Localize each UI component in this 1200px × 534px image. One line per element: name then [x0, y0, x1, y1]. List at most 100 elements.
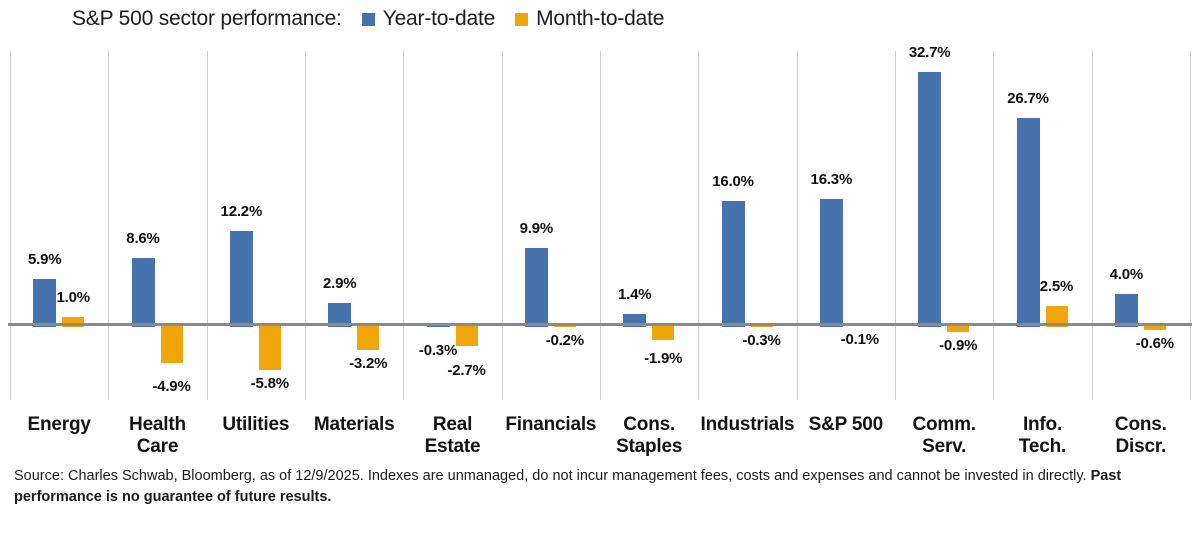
gridline — [108, 51, 110, 400]
category-label-line: Energy — [27, 414, 91, 435]
category-label-line: Staples — [616, 436, 683, 457]
ytd-value-utilities: 12.2% — [220, 202, 263, 220]
ytd-bar-info-tech — [1016, 118, 1040, 327]
mtd-bar-cons-staples — [652, 324, 675, 340]
category-label-line: Discr. — [1115, 436, 1167, 457]
legend-label-year-to-date: Year-to-date — [382, 7, 496, 30]
mtd-value-industrials: -0.3% — [742, 332, 781, 350]
ytd-bar-energy — [33, 279, 57, 327]
category-label-sp-500: S&P 500 — [797, 414, 895, 436]
category-label-line: S&P 500 — [808, 414, 884, 435]
mtd-value-info-tech: 2.5% — [1039, 277, 1074, 295]
category-label-line: Info. — [1022, 414, 1063, 435]
legend-item-year-to-date: Year-to-date — [361, 7, 496, 31]
ytd-value-materials: 2.9% — [322, 274, 357, 292]
category-label-line: Real — [432, 414, 473, 435]
chart-title: S&P 500 sector performance: — [72, 7, 342, 30]
mtd-value-health-care: -4.9% — [152, 377, 191, 395]
category-label-line: Industrials — [700, 414, 795, 435]
category-label-line: Financials — [505, 414, 597, 435]
gridline — [305, 51, 306, 400]
ytd-bar-financials — [524, 248, 548, 327]
ytd-value-comm-serv: 32.7% — [908, 43, 951, 61]
category-label-materials: Materials — [305, 414, 403, 436]
gridline — [501, 51, 503, 400]
legend-item-month-to-date: Month-to-date — [515, 7, 664, 31]
mtd-bar-comm-serv — [947, 324, 970, 332]
mtd-value-financials: -0.2% — [545, 331, 584, 349]
category-label-industrials: Industrials — [698, 414, 796, 436]
category-label-line: Utilities — [222, 414, 290, 435]
mtd-value-comm-serv: -0.9% — [939, 336, 978, 354]
mtd-value-real-estate: -2.7% — [447, 361, 486, 379]
category-label-line: Tech. — [1018, 436, 1067, 457]
ytd-bar-health-care — [131, 258, 155, 327]
category-label-line: Health — [129, 414, 186, 435]
source-note-regular: Source: Charles Schwab, Bloomberg, as of… — [14, 468, 1091, 484]
category-label-real-estate: Real Estate — [403, 414, 501, 458]
category-label-utilities: Utilities — [207, 414, 305, 436]
ytd-bar-comm-serv — [918, 71, 942, 327]
mtd-bar-energy — [62, 317, 85, 327]
mtd-bar-real-estate — [455, 324, 478, 346]
mtd-value-cons-staples: -1.9% — [644, 349, 683, 367]
mtd-bar-utilities — [258, 324, 281, 370]
ytd-value-health-care: 8.6% — [126, 230, 160, 248]
mtd-value-sp-500: -0.1% — [840, 330, 879, 348]
gridline — [895, 51, 896, 400]
category-label-line: Materials — [313, 414, 395, 435]
chart-legend: Year-to-date Month-to-date — [342, 7, 664, 31]
ytd-bar-utilities — [229, 230, 253, 327]
gridline — [206, 51, 208, 400]
source-note-bold: Past performance is no guarantee of futu… — [14, 468, 1122, 505]
category-label-cons-discr: Cons. Discr. — [1092, 414, 1190, 458]
gridline — [1190, 51, 1191, 400]
mtd-bar-info-tech — [1045, 305, 1068, 327]
mtd-bar-health-care — [160, 324, 183, 363]
ytd-bar-cons-discr — [1114, 294, 1138, 327]
category-label-line: Comm. — [912, 414, 976, 435]
category-label-health-care: Health Care — [108, 414, 206, 458]
legend-label-month-to-date: Month-to-date — [536, 7, 665, 30]
mtd-value-materials: -3.2% — [349, 354, 388, 372]
ytd-value-financials: 9.9% — [519, 220, 554, 238]
category-label-info-tech: Info. Tech. — [993, 414, 1091, 458]
mtd-bar-cons-discr — [1143, 324, 1166, 330]
category-label-comm-serv: Comm. Serv. — [895, 414, 993, 458]
category-label-energy: Energy — [10, 414, 108, 436]
mtd-value-utilities: -5.8% — [250, 374, 289, 392]
year-to-date-swatch-icon — [361, 12, 375, 26]
zero-axis-line — [8, 323, 1192, 326]
ytd-value-industrials: 16.0% — [712, 173, 754, 191]
gridline — [796, 51, 798, 400]
category-label-cons-staples: Cons. Staples — [600, 414, 698, 458]
mtd-bar-materials — [357, 324, 380, 350]
category-label-line: Cons. — [1114, 414, 1167, 435]
gridline — [698, 51, 700, 400]
mtd-value-cons-discr: -0.6% — [1135, 334, 1174, 352]
ytd-value-cons-staples: 1.4% — [617, 286, 652, 304]
gridline — [1091, 51, 1093, 400]
gridline — [600, 51, 601, 400]
category-label-line: Cons. — [623, 414, 676, 435]
ytd-value-cons-discr: 4.0% — [1109, 266, 1144, 284]
ytd-value-info-tech: 26.7% — [1007, 90, 1049, 108]
ytd-value-real-estate: -0.3% — [418, 342, 458, 360]
category-label-line: Serv. — [922, 436, 967, 457]
gridline — [10, 51, 11, 400]
category-label-line: Estate — [424, 436, 481, 457]
ytd-bar-sp-500 — [819, 198, 843, 327]
month-to-date-swatch-icon — [515, 12, 529, 26]
chart-header: S&P 500 sector performance: Year-to-date… — [72, 7, 664, 31]
gridline — [993, 51, 995, 400]
ytd-value-energy: 5.9% — [27, 251, 62, 269]
ytd-value-sp-500: 16.3% — [810, 170, 853, 188]
gridline — [403, 51, 405, 400]
source-note: Source: Charles Schwab, Bloomberg, as of… — [14, 466, 1172, 508]
mtd-value-energy: 1.0% — [56, 289, 90, 307]
category-label-line: Care — [136, 436, 179, 457]
ytd-bar-industrials — [721, 201, 745, 327]
ytd-bar-materials — [328, 302, 352, 327]
